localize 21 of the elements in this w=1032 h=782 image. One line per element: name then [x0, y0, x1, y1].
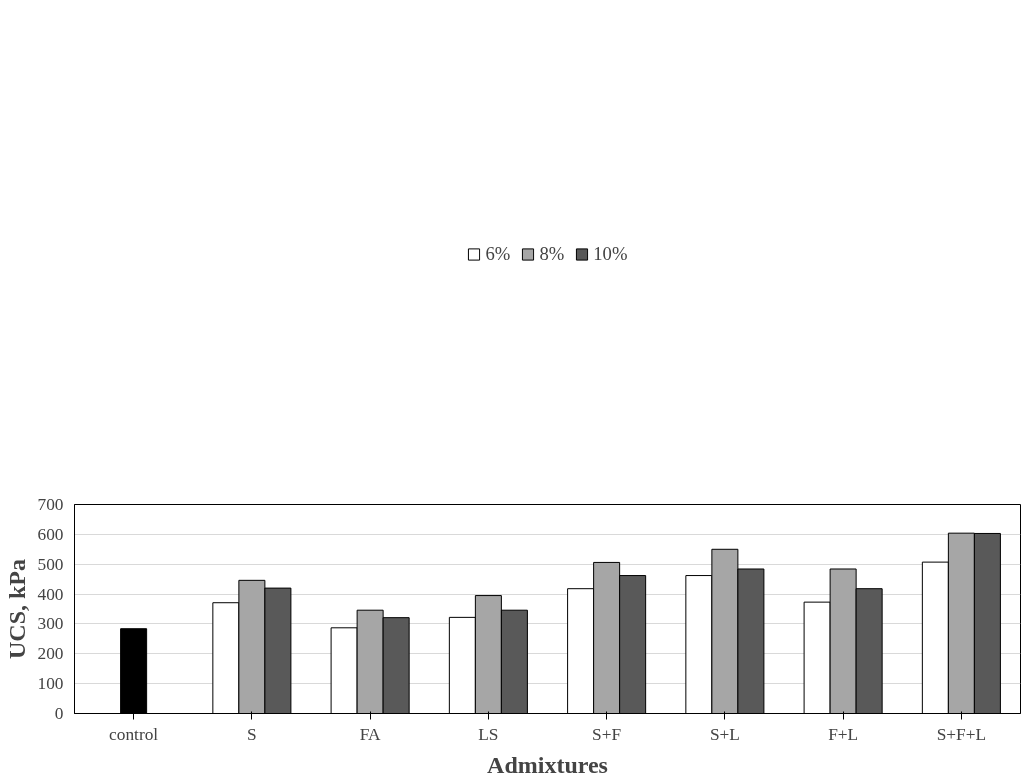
- y-tick-label: 400: [37, 584, 64, 604]
- x-tick-label: FA: [359, 724, 382, 744]
- x-tick-label: control: [109, 724, 159, 744]
- y-tick-label: 100: [37, 674, 64, 694]
- y-tick-label: 0: [54, 704, 64, 723]
- x-tick-label: F+L: [828, 724, 859, 744]
- y-tick-label: 200: [37, 644, 64, 664]
- y-tick-label: 700: [37, 495, 64, 514]
- x-tick-label: S+F: [592, 724, 622, 744]
- y-tick-label: 500: [37, 554, 64, 574]
- y-axis-title: UCS, kPa: [3, 558, 30, 660]
- y-tick-label: 600: [37, 524, 64, 544]
- legend-label: 10%: [593, 243, 628, 265]
- x-axis-title: Admixtures: [487, 751, 608, 778]
- x-tick-label: S+F+L: [936, 724, 987, 744]
- x-tick-label: LS: [478, 724, 499, 744]
- x-tick-label: S: [247, 724, 257, 744]
- x-tick-label: S+L: [709, 724, 740, 744]
- legend-label: 8%: [539, 243, 565, 265]
- y-tick-label: 300: [37, 614, 64, 634]
- legend-label: 6%: [485, 243, 511, 265]
